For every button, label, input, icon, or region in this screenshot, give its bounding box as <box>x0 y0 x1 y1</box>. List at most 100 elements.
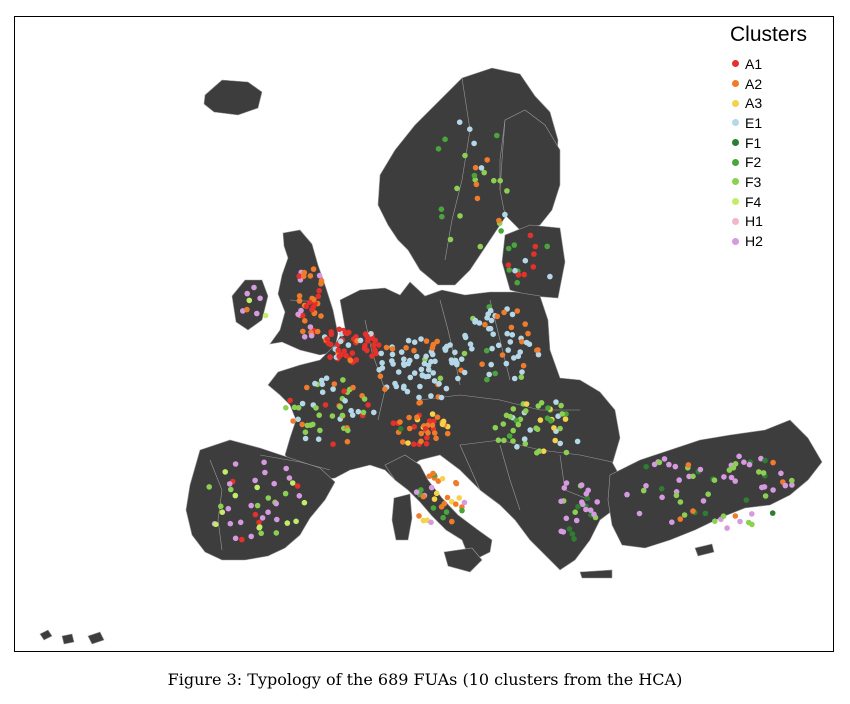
fua-point <box>378 350 385 357</box>
fua-point <box>762 493 769 499</box>
fua-point <box>705 491 711 498</box>
fua-point <box>459 507 465 514</box>
legend-swatch <box>732 237 739 245</box>
fua-point <box>328 331 335 338</box>
fua-point <box>296 293 303 299</box>
fua-point <box>494 313 501 320</box>
fua-point <box>587 507 594 513</box>
fua-point <box>532 243 539 250</box>
fua-point <box>429 422 436 429</box>
land-sicily <box>443 547 483 573</box>
fua-point <box>271 480 278 487</box>
fua-point <box>531 251 537 257</box>
fua-point <box>454 185 460 192</box>
fua-point <box>296 493 303 499</box>
fua-point <box>259 515 266 521</box>
fua-point <box>411 424 418 430</box>
fua-point <box>435 478 442 484</box>
fua-point <box>782 482 789 489</box>
fua-point <box>222 469 228 475</box>
legend-swatch <box>732 80 739 88</box>
fua-point <box>335 347 342 354</box>
fua-point <box>345 342 352 348</box>
fua-point <box>440 418 447 425</box>
fua-point <box>256 525 263 531</box>
fua-point <box>658 485 665 492</box>
fua-point <box>248 502 254 509</box>
fua-point <box>584 495 590 502</box>
fua-point <box>685 462 692 468</box>
fua-point <box>322 402 329 408</box>
fua-point <box>342 398 348 404</box>
fua-point <box>256 519 262 526</box>
fua-point <box>509 311 516 318</box>
fua-point <box>317 427 323 434</box>
fua-point <box>758 455 764 462</box>
fua-point <box>382 386 388 393</box>
fua-point <box>400 361 407 367</box>
fua-point <box>512 267 518 274</box>
fua-point <box>563 449 570 456</box>
fua-point <box>519 369 525 375</box>
fua-point <box>431 430 438 436</box>
figure-caption: Figure 3: Typology of the 689 FUAs (10 c… <box>167 670 683 689</box>
fua-point <box>462 332 468 339</box>
fua-points <box>206 119 795 543</box>
fua-point <box>478 165 485 171</box>
fua-point <box>560 529 567 535</box>
fua-point <box>544 415 551 422</box>
fua-point <box>520 362 527 369</box>
legend-swatch <box>732 178 739 186</box>
fua-point <box>523 408 529 414</box>
fua-point <box>389 358 395 364</box>
fua-point <box>405 337 412 344</box>
fua-point <box>521 436 528 442</box>
fua-point <box>511 375 518 382</box>
fua-point <box>421 360 428 367</box>
fua-point <box>379 360 385 366</box>
border-central-europe <box>419 394 580 411</box>
fua-point <box>392 380 398 387</box>
fua-point <box>506 267 512 273</box>
fua-point <box>219 509 226 515</box>
fua-point <box>397 419 403 425</box>
fua-point <box>262 469 268 476</box>
fua-point <box>457 213 463 219</box>
fua-point <box>561 485 568 491</box>
fua-point <box>429 411 436 417</box>
fua-point <box>370 342 377 348</box>
fua-point <box>702 510 709 517</box>
legend-item-f3: F3 <box>716 172 826 192</box>
fua-point <box>439 475 446 482</box>
fua-point <box>430 505 437 511</box>
fua-point <box>227 520 234 527</box>
fua-point <box>316 287 323 294</box>
fua-point <box>355 408 362 415</box>
fua-point <box>306 299 313 306</box>
legend-swatch <box>732 139 739 147</box>
fua-point <box>504 330 511 337</box>
fua-point <box>514 444 520 450</box>
legend-item-f2: F2 <box>716 152 826 172</box>
fua-point <box>436 380 442 387</box>
legend-label: H2 <box>745 233 763 250</box>
fua-point <box>555 413 561 420</box>
fua-point <box>672 463 679 470</box>
fua-point <box>444 430 451 437</box>
fua-point <box>720 513 727 519</box>
fua-point <box>411 441 417 448</box>
legend-label: A3 <box>745 95 763 112</box>
fua-point <box>257 295 263 302</box>
fua-point <box>376 342 382 348</box>
fua-point <box>327 354 333 360</box>
fua-point <box>677 516 684 522</box>
fua-point <box>690 508 696 514</box>
fua-point <box>514 308 521 314</box>
fua-point <box>503 360 510 367</box>
fua-point <box>472 164 479 171</box>
fua-point <box>425 430 431 436</box>
fua-point <box>510 427 516 434</box>
fua-point <box>319 389 326 396</box>
fua-point <box>583 491 590 497</box>
fua-point <box>262 312 269 319</box>
